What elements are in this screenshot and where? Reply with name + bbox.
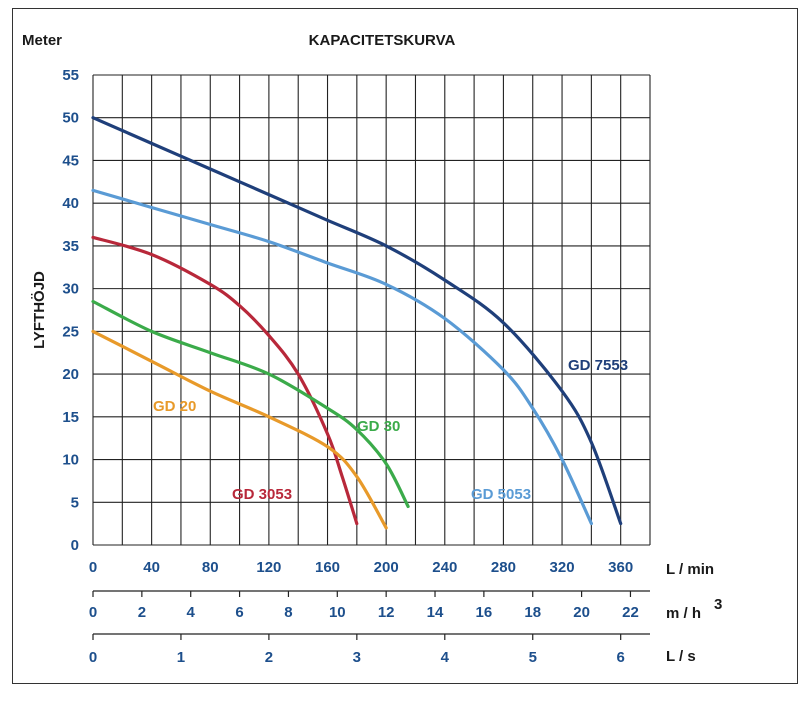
- y-tick-label: 25: [62, 323, 79, 340]
- x-tick-m3h: 18: [524, 604, 541, 621]
- y-tick-label: 35: [62, 238, 79, 255]
- x-tick-m3h: 6: [235, 604, 243, 621]
- curve-gd-30: [91, 299, 410, 509]
- y-tick-label: 30: [62, 281, 79, 298]
- x-tick-ls: 5: [529, 649, 537, 666]
- y-tick-label: 10: [62, 452, 79, 469]
- x-tick-ls: 3: [353, 649, 361, 666]
- y-tick-label: 40: [62, 195, 79, 212]
- x-tick-lmin: 160: [315, 559, 340, 576]
- x-tick-lmin: 200: [374, 559, 399, 576]
- x-tick-lmin: 280: [491, 559, 516, 576]
- x-tick-m3h: 22: [622, 604, 639, 621]
- curve-gd-20: [91, 329, 388, 530]
- y-tick-label: 20: [62, 366, 79, 383]
- y-tick-label: 5: [71, 494, 79, 511]
- x-tick-ls: 2: [265, 649, 273, 666]
- x-tick-m3h: 0: [89, 604, 97, 621]
- curve-gd-7553: [91, 116, 623, 526]
- y-tick-label: 45: [62, 152, 79, 169]
- x-tick-lmin: 240: [432, 559, 457, 576]
- y-tick-label: 50: [62, 110, 79, 127]
- series-label-gd-3053: GD 3053: [232, 486, 292, 503]
- x-tick-m3h: 2: [138, 604, 146, 621]
- x-unit-lmin: L / min: [666, 561, 714, 578]
- y-unit-label: Meter: [22, 32, 62, 49]
- series-labels: GD 7553 GD 5053 GD 3053 GD 30 GD 20: [153, 357, 628, 503]
- y-tick-label: 15: [62, 409, 79, 426]
- x-tick-m3h: 12: [378, 604, 395, 621]
- y-tick-label: 55: [62, 67, 79, 84]
- x-tick-m3h: 4: [187, 604, 196, 621]
- x-tick-m3h: 8: [284, 604, 292, 621]
- y-axis-label: LYFTHÖJD: [31, 271, 48, 349]
- x-unit-m3h-sup: 3: [714, 596, 722, 613]
- x-tick-ls: 1: [177, 649, 185, 666]
- chart-title: KAPACITETSKURVA: [309, 32, 456, 49]
- x-tick-m3h: 20: [573, 604, 590, 621]
- y-tick-label: 0: [71, 537, 79, 554]
- series-label-gd-7553: GD 7553: [568, 357, 628, 374]
- y-axis-ticks: 0 5 10 15 20 25 30 35 40 45 50 55: [62, 67, 79, 554]
- x-tick-lmin: 0: [89, 559, 97, 576]
- series-label-gd-5053: GD 5053: [471, 486, 531, 503]
- x-tick-m3h: 14: [427, 604, 444, 621]
- curve-gd-3053: [91, 235, 359, 526]
- x-tick-lmin: 120: [256, 559, 281, 576]
- x-tick-ls: 0: [89, 649, 97, 666]
- x-tick-lmin: 320: [550, 559, 575, 576]
- x-tick-ls: 4: [441, 649, 450, 666]
- series-label-gd-20: GD 20: [153, 398, 196, 415]
- x-unit-ls: L / s: [666, 648, 696, 665]
- x-tick-m3h: 16: [476, 604, 493, 621]
- x-tick-m3h: 10: [329, 604, 346, 621]
- x-tick-ls: 6: [617, 649, 625, 666]
- x-tick-lmin: 360: [608, 559, 633, 576]
- series-label-gd-30: GD 30: [357, 418, 400, 435]
- x-unit-m3h: m / h: [666, 605, 701, 622]
- curves: [91, 116, 623, 530]
- chart-frame: [12, 8, 798, 684]
- x-tick-lmin: 40: [143, 559, 160, 576]
- x-tick-lmin: 80: [202, 559, 219, 576]
- curve-gd-5053: [91, 188, 593, 526]
- grid: [92, 74, 651, 546]
